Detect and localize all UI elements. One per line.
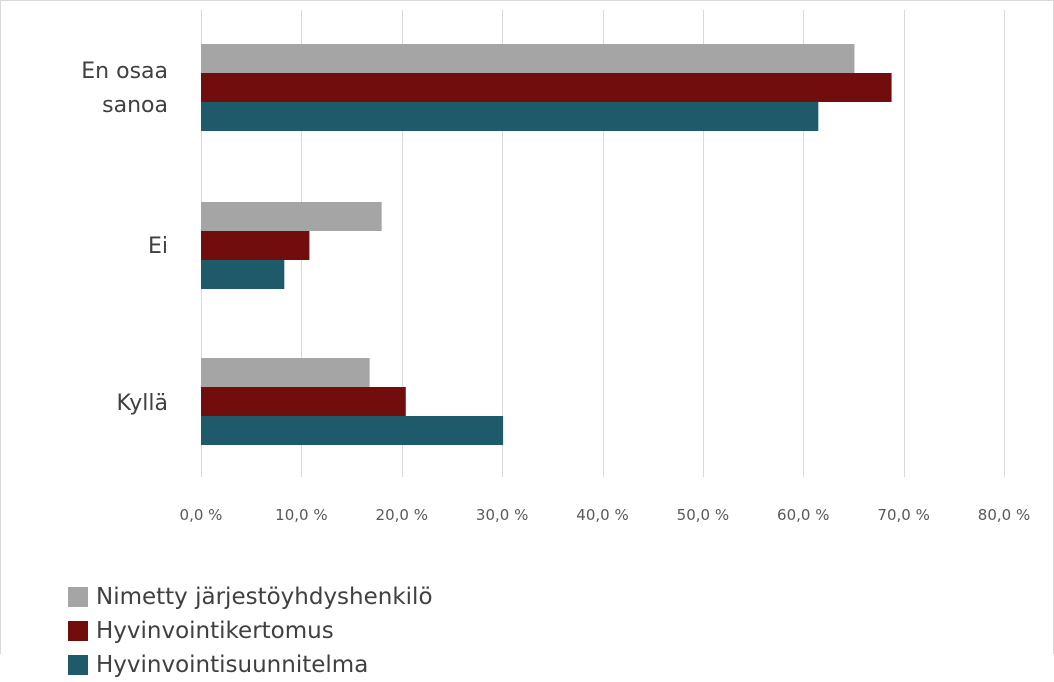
x-tick-label: 0,0 % [180,506,223,524]
x-tick-label: 50,0 % [677,506,729,524]
x-tick-label: 70,0 % [877,506,929,524]
legend-label: Hyvinvointikertomus [96,618,334,644]
category-label: En osaa [81,59,168,84]
bar [201,231,310,260]
category-labels: En osaa sanoa Ei Kyllä [81,59,168,416]
x-tick-label: 40,0 % [576,506,628,524]
legend-item: Nimetty järjestöyhdyshenkilö [68,580,433,614]
legend-swatch [68,655,88,675]
legend-label: Nimetty järjestöyhdyshenkilö [96,584,433,610]
bar [201,358,370,387]
x-axis-tick-labels: 0,0 % 10,0 % 20,0 % 30,0 % 40,0 % 50,0 % 60,0 … [180,506,1031,524]
bars [201,44,892,445]
legend-label: Hyvinvointisuunnitelma [96,652,369,678]
legend-item: Hyvinvointikertomus [68,614,433,648]
legend-swatch [68,621,88,641]
x-tick-label: 60,0 % [777,506,829,524]
x-tick-label: 80,0 % [978,506,1030,524]
legend-swatch [68,587,88,607]
bar [201,260,285,289]
bar [201,202,382,231]
category-label: Ei [148,234,168,259]
bar [201,44,855,73]
bar [201,416,504,445]
bar-chart: En osaa sanoa Ei Kyllä 0,0 % 10,0 % 20,0 % 30,… [81,10,1031,524]
x-tick-label: 20,0 % [376,506,428,524]
category-label: Kyllä [116,391,168,416]
x-tick-label: 10,0 % [275,506,327,524]
bar [201,73,892,102]
category-label: sanoa [102,93,168,118]
bar [201,387,406,416]
bar [201,102,819,131]
legend-item: Hyvinvointisuunnitelma [68,648,433,682]
legend: Nimetty järjestöyhdyshenkilö Hyvinvointi… [68,580,433,682]
x-tick-label: 30,0 % [476,506,528,524]
